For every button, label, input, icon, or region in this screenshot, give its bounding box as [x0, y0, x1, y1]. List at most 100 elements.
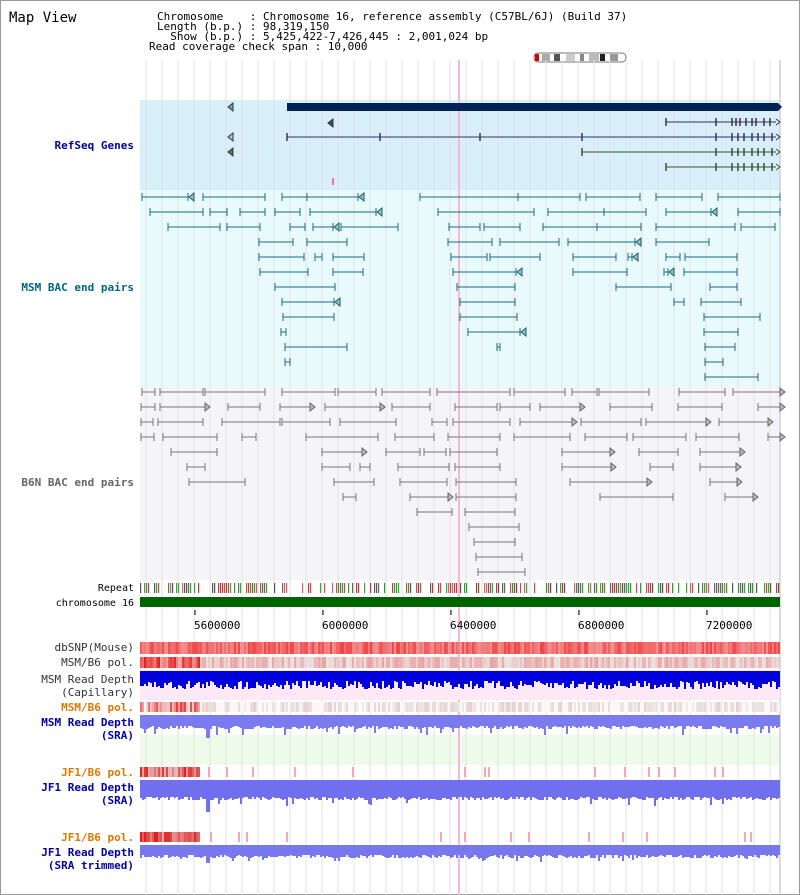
- read-depth-bar: [176, 780, 178, 797]
- chromosome-ideogram[interactable]: [530, 52, 630, 64]
- read-depth-bar: [666, 845, 668, 855]
- read-depth-bar: [464, 845, 466, 855]
- repeat-mark: [718, 583, 720, 593]
- snp-density: [600, 642, 602, 654]
- track-label-msm-b6-pol[interactable]: MSM/B6 pol.: [61, 656, 134, 669]
- read-depth-bar: [388, 845, 390, 858]
- read-depth-bar: [418, 715, 420, 729]
- read-depth-bar: [606, 671, 608, 689]
- read-depth-bar: [684, 671, 686, 689]
- read-depth-bar: [336, 780, 338, 798]
- read-depth-bar: [314, 845, 316, 857]
- read-depth-bar: [380, 845, 382, 855]
- read-depth-bar: [754, 671, 756, 689]
- snp-density: [494, 642, 496, 654]
- snp-density: [372, 642, 374, 654]
- bac-arrow: [711, 206, 718, 218]
- read-depth-bar: [316, 715, 318, 726]
- track-label-jf1-rd-trimmed[interactable]: JF1 Read Depth: [41, 846, 134, 859]
- repeat-mark: [646, 583, 648, 593]
- read-depth-bar: [374, 845, 376, 855]
- read-depth-bar: [308, 845, 310, 855]
- read-depth-bar: [666, 671, 668, 687]
- polymorphism-density: [598, 702, 600, 712]
- read-depth-bar: [278, 671, 280, 687]
- polymorphism-density: [328, 702, 330, 712]
- read-depth-bar: [408, 671, 410, 686]
- snp-density: [460, 642, 462, 654]
- read-depth-bar: [682, 845, 684, 858]
- snp-density: [716, 642, 718, 654]
- read-depth-bar: [146, 780, 148, 797]
- read-depth-bar: [336, 845, 338, 858]
- read-depth-bar: [756, 671, 758, 689]
- read-depth-bar: [456, 780, 458, 799]
- read-depth-bar: [276, 845, 278, 857]
- read-depth-bar: [668, 715, 670, 729]
- read-depth-bar: [416, 845, 418, 856]
- polymorphism-density: [554, 657, 556, 668]
- track-label-msm-rd-sra[interactable]: MSM Read Depth: [41, 716, 134, 729]
- track-label-jf1-rd-sra[interactable]: JF1 Read Depth: [41, 781, 134, 794]
- polymorphism-density: [306, 657, 308, 668]
- track-label-b6n-bac[interactable]: B6N BAC end pairs: [21, 476, 134, 489]
- snp-density: [542, 642, 544, 654]
- repeat-mark: [534, 583, 536, 593]
- polymorphism-density: [210, 702, 212, 712]
- bac-arrow: [779, 431, 786, 443]
- read-depth-bar: [298, 780, 300, 799]
- read-depth-bar: [430, 845, 432, 858]
- read-depth-bar: [454, 671, 456, 687]
- polymorphism-density: [174, 767, 176, 777]
- snp-density: [192, 642, 194, 654]
- track-label-msm-rd-capillary[interactable]: MSM Read Depth: [41, 673, 134, 686]
- read-depth-bar: [488, 715, 490, 728]
- read-depth-bar: [172, 671, 174, 688]
- read-depth-bar: [726, 845, 728, 858]
- repeat-mark: [496, 583, 498, 593]
- read-depth-bar: [696, 845, 698, 858]
- read-depth-bar: [168, 845, 170, 858]
- read-depth-bar: [384, 780, 386, 798]
- gene-end-arrow: [775, 163, 781, 171]
- read-depth-bar: [196, 845, 198, 857]
- read-depth-bar: [454, 780, 456, 797]
- polymorphism-density: [752, 702, 754, 712]
- polymorphism-density: [656, 702, 658, 712]
- track-label-msm-b6-pol-2[interactable]: MSM/B6 pol.: [61, 701, 134, 714]
- read-depth-bar: [736, 780, 738, 798]
- read-depth-bar: [770, 715, 772, 726]
- repeat-mark: [172, 583, 174, 593]
- read-depth-bar: [216, 671, 218, 687]
- repeat-mark: [230, 583, 232, 593]
- snp-density: [354, 642, 356, 654]
- snp-density: [778, 642, 780, 654]
- repeat-mark: [420, 583, 422, 593]
- snp-density: [252, 642, 254, 654]
- polymorphism-density: [178, 702, 180, 712]
- read-depth-bar: [322, 845, 324, 856]
- track-label-dbsnp[interactable]: dbSNP(Mouse): [54, 641, 134, 654]
- read-depth-bar: [744, 780, 746, 797]
- read-depth-bar: [400, 845, 402, 858]
- read-depth-bar: [716, 780, 718, 800]
- read-depth-bar: [174, 671, 176, 687]
- polymorphism-density: [590, 657, 592, 668]
- polymorphism-density: [434, 657, 436, 668]
- polymorphism-density: [540, 657, 542, 668]
- polymorphism-density: [746, 702, 748, 712]
- polymorphism-density: [356, 702, 358, 712]
- track-label-jf1-b6-pol[interactable]: JF1/B6 pol.: [61, 766, 134, 779]
- track-label-jf1-b6-pol-2[interactable]: JF1/B6 pol.: [61, 831, 134, 844]
- track-label-refseq-genes[interactable]: RefSeq Genes: [54, 139, 134, 152]
- read-depth-bar: [692, 671, 694, 689]
- read-depth-bar: [750, 845, 752, 856]
- read-depth-bar: [332, 671, 334, 687]
- snp-density: [238, 642, 240, 654]
- track-label-msm-bac[interactable]: MSM BAC end pairs: [21, 281, 134, 294]
- read-depth-bar: [168, 715, 170, 729]
- read-depth-bar: [520, 715, 522, 728]
- polymorphism-density: [474, 657, 476, 668]
- read-depth-bar: [728, 715, 730, 729]
